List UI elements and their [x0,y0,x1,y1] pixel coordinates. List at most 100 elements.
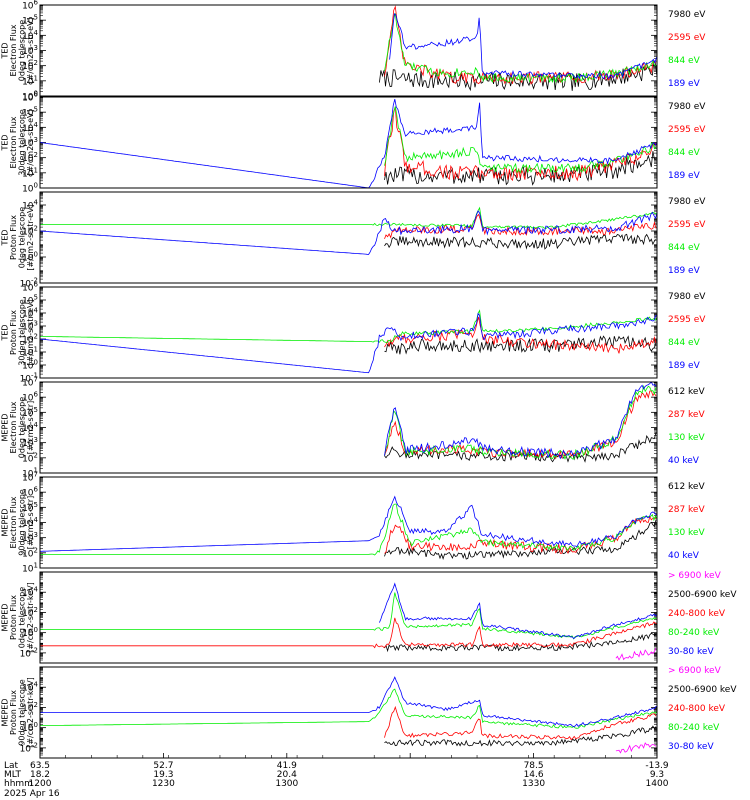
y-tick-label: 103 [22,531,38,544]
x-row-label-lat: Lat [4,761,19,771]
y-tick-label: 102 [22,701,38,714]
y-tick-label: 102 [22,546,38,559]
series-line [384,725,657,747]
y-axis-label: [#/cm2-s-str-eV] [26,204,35,270]
legend-label: 287 keV [668,505,705,515]
legend-label: 130 keV [668,528,705,538]
y-tick-label: 104 [22,307,38,320]
y-tick-label: 106 [22,391,38,404]
series-line [384,316,657,354]
y-tick-label: 100 [22,182,38,195]
y-axis-label: Electron Flux [9,24,18,76]
panel-7: 104 102 100 10-2 > 6900 keV 2500-6900 keV 240-… [0,571,737,664]
y-axis-label: 0deg telescope [17,587,26,648]
series-line [40,206,658,229]
y-tick-label: 107 [22,376,38,389]
legend-label: 80-240 keV [668,723,720,733]
legend-label: 189 eV [668,79,701,89]
y-axis-label: Proton Flux [9,310,18,355]
y-axis-label: TED [0,229,9,246]
x-tick-lat: -13.9 [645,761,669,771]
y-axis-label: 30deg telescope [17,299,26,366]
y-tick-label: 104 [22,421,38,434]
y-tick-label: 104 [22,586,38,599]
y-tick-label: 101 [22,166,38,179]
y-tick-label: 104 [22,121,38,134]
y-axis-label: [#/cm2-s-str-keV] [26,582,35,653]
panel-frame [39,571,658,664]
x-row-label-mlt: MLT [4,770,22,780]
panel-2: 100 101 102 103 104 105 106 7980 eV 2595 eV 844 e… [0,91,706,195]
y-tick-label: 10-2 [20,277,38,290]
x-axis-date: 2025 Apr 16 [4,789,60,799]
y-axis-label: TED [0,134,9,151]
y-axis-label: 30deg telescope [17,109,26,176]
panel-3: 104 102 100 10-2 7980 eV 2595 eV 844 eV 189 eV T… [0,191,706,290]
y-tick-label: 10-2 [20,646,38,659]
y-tick-label: 103 [22,136,38,149]
legend-label: 7980 eV [668,10,706,20]
legend-label: 2500-6900 keV [668,590,737,600]
y-tick-label: 105 [22,106,38,119]
legend-label: 844 eV [668,56,701,66]
y-tick-label: 102 [22,451,38,464]
x-tick-lat: 63.5 [30,761,50,771]
y-axis-label: Electron Flux [9,401,18,453]
y-axis-label: [#/cm2-s-str-eV] [26,17,35,83]
y-axis-label: Electron Flux [9,496,18,548]
x-tick-lat: 41.9 [277,761,297,771]
y-tick-label: 10-1 [20,372,38,385]
y-tick-label: 105 [22,406,38,419]
legend-label: 2595 eV [668,315,706,325]
legend-label: 612 keV [668,482,705,492]
panel-5: 101 102 103 104 105 106 107 612 keV 287 keV 130 k… [0,376,705,480]
y-tick-label: 107 [22,471,38,484]
series-line [615,742,657,754]
y-axis-label: 0deg telescope [17,20,26,81]
y-axis-label: MEPED [0,699,9,727]
series-line [40,309,658,344]
series-line [39,99,658,189]
legend-label: 7980 eV [668,197,706,207]
series-line [384,519,657,561]
y-tick-label: 100 [22,359,38,372]
panel-frame [39,666,658,759]
y-tick-label: 103 [22,320,38,333]
panel-frame [39,476,658,569]
y-tick-label: 100 [22,90,38,103]
y-axis-label: [#/cm2-s-str-eV] [26,299,35,365]
series-line [384,213,657,240]
legend-label: 7980 eV [668,102,706,112]
legend-label: 287 keV [668,410,705,420]
y-tick-label: 106 [22,0,38,12]
panel-frame [39,96,658,189]
y-tick-label: 104 [22,199,38,212]
series-line [384,233,657,250]
x-tick-hhmm: 1200 [29,779,52,789]
x-tick-lat: 52.7 [153,761,173,771]
legend-label: 189 eV [668,266,701,276]
x-tick-hhmm: 1230 [152,779,175,789]
series-line [389,13,657,80]
y-axis-label: TED [0,324,9,341]
legend-label: 7980 eV [668,292,706,302]
x-tick-mlt: 14.6 [524,770,544,780]
x-tick-hhmm: 1400 [646,779,669,789]
x-tick-mlt: 19.3 [153,770,173,780]
legend-label: 80-240 keV [668,628,720,638]
y-tick-label: 102 [22,606,38,619]
y-axis-label: Proton Flux [9,690,18,735]
y-axis-label: [#/cm2-s-str] [26,401,35,454]
panel-frame [39,4,658,97]
y-axis-label: [#/cm2-s-str] [26,496,35,549]
series-line [384,335,657,355]
y-axis-label: MEPED [0,604,9,632]
x-tick-mlt: 18.2 [30,770,50,780]
y-tick-label: 100 [22,721,38,734]
series-line [384,705,657,741]
y-tick-label: 105 [22,14,38,27]
y-tick-label: 101 [22,346,38,359]
series-line [384,381,657,460]
y-tick-label: 101 [22,562,38,575]
